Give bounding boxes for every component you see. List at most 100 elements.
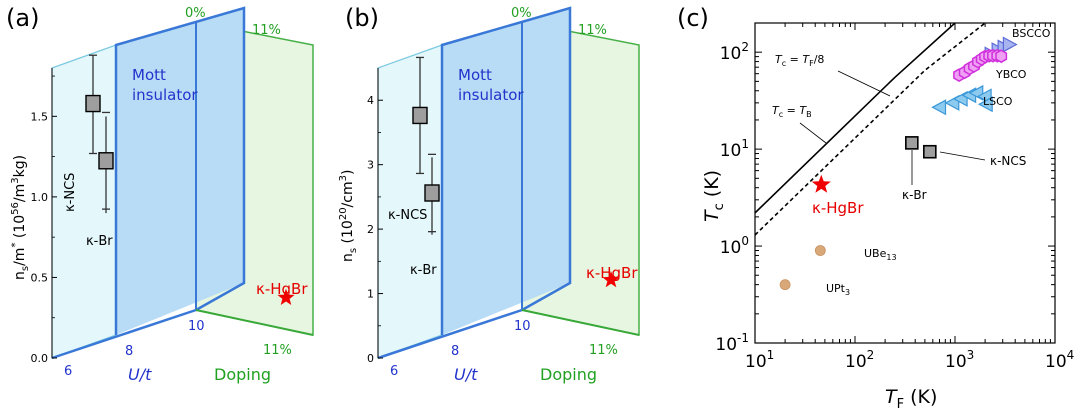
point-hgbr (811, 174, 831, 193)
mott-outline (440, 6, 572, 335)
y-tick-label: 1.0 (31, 191, 49, 204)
lsco-label: LSCO (983, 95, 1013, 108)
ut-tick-6: 6 (390, 364, 398, 379)
y-axis-label: ns (1020/cm3) (338, 170, 359, 262)
line-tb-pointer (799, 122, 827, 144)
line-tf8-pointer (837, 70, 891, 97)
data-point-ncs (85, 94, 101, 113)
bscco-label: BSCCO (1012, 27, 1051, 40)
doping-bottom-11: 11% (589, 343, 618, 358)
y-tick-label: 101 (720, 137, 749, 161)
y-ticks: 0.0 0.5 1.0 1.5 (31, 75, 57, 365)
point-br (905, 136, 919, 150)
y-tick-label: 0.0 (31, 352, 49, 365)
ncs-label: κ-NCS (388, 208, 427, 223)
x-tick-label: 103 (945, 348, 974, 372)
data-point-ncs (412, 106, 428, 125)
y-tick-label: 3 (367, 159, 374, 172)
point-ncs (923, 144, 937, 159)
point-lsco (977, 96, 993, 113)
axis-ticks: 101 102 103 104 10-1 100 101 102 (715, 22, 1074, 372)
y-tick-label: 0.5 (31, 271, 49, 284)
y-tick-label: 10-1 (715, 331, 749, 355)
upt3-label: UPt3 (826, 282, 850, 297)
doping-top-0: 0% (511, 6, 532, 21)
ut-axis-label: U/t (128, 365, 152, 384)
br-label: κ-Br (86, 234, 113, 249)
mott-plane (116, 8, 244, 335)
ube13-label: UBe13 (864, 247, 897, 262)
ut-tick-6: 6 (64, 364, 72, 379)
mott-plane (442, 8, 570, 335)
y-tick-label: 4 (367, 94, 374, 107)
x-axis-label: TF (K) (885, 386, 937, 412)
data-marks (779, 36, 1018, 291)
doping-axis-label: Doping (214, 365, 271, 384)
ut-tick-10: 10 (188, 319, 205, 334)
data-point-hgbr (277, 288, 295, 305)
point-ybco (995, 49, 1008, 64)
panel-a-label: (a) (6, 4, 39, 32)
ncs-pointer (939, 151, 986, 161)
ncs-label: κ-NCS (990, 154, 1026, 168)
mott-label-1: Mott (458, 66, 492, 84)
x-tick-label: 104 (1045, 348, 1074, 372)
hgbr-label: κ-HgBr (256, 280, 308, 298)
ybco-label: YBCO (995, 68, 1027, 81)
mott-label-2: insulator (458, 86, 524, 104)
x-tick-label: 102 (845, 348, 874, 372)
doping-axis-label: Doping (540, 365, 597, 384)
doping-axis-line (195, 309, 314, 336)
data-point-br (424, 184, 440, 202)
doping-top-11: 11% (252, 23, 281, 38)
panel-c-label: (c) (677, 4, 709, 32)
doping-top-11: 11% (578, 23, 607, 38)
x-tick-label: 101 (745, 348, 774, 372)
panel-c: (c) 101 102 103 104 10-1 100 101 102 TF (K) Tc … (677, 4, 1074, 412)
y-tick-label: 100 (720, 234, 749, 258)
hgbr-label: κ-HgBr (586, 264, 638, 282)
y-axis-label: ns/m* (1056/m3kg) (10, 155, 31, 280)
line-tb-label: Tc = TB (772, 104, 812, 119)
y-tick-label: 0 (367, 352, 374, 365)
data-marks (412, 56, 620, 288)
line-tf8-label: Tc = TF/8 (775, 53, 824, 68)
panel-a: (a) 0.0 0.5 1.0 1.5 ns/m* (1056/m3kg) 6 8 1… (6, 4, 314, 384)
y-tick-label: 2 (367, 223, 374, 236)
mott-outline (114, 6, 246, 335)
point-upt3 (779, 279, 791, 291)
point-ube13 (814, 245, 826, 256)
doping-axis-line (521, 309, 640, 336)
y-tick-label: 1.5 (31, 110, 49, 123)
doping-top-0: 0% (185, 6, 206, 21)
point-lsco (931, 99, 947, 116)
data-point-br (98, 152, 114, 170)
ut-tick-10: 10 (514, 319, 531, 334)
ut-tick-8: 8 (451, 344, 459, 359)
ncs-label: κ-NCS (63, 173, 78, 212)
data-point-hgbr (602, 271, 620, 288)
reference-lines (755, 23, 986, 236)
doping-bottom-11: 11% (263, 343, 292, 358)
br-label: κ-Br (410, 263, 437, 278)
plot-frame (754, 22, 1056, 344)
ut-axis-line (377, 308, 523, 360)
data-marks (85, 54, 295, 305)
mott-label-2: insulator (132, 86, 198, 104)
line-tb (755, 23, 986, 236)
y-axis-label: Tc (K) (701, 170, 727, 222)
hgbr-label: κ-HgBr (812, 199, 864, 217)
mott-label-1: Mott (132, 66, 166, 84)
ut-tick-8: 8 (125, 344, 133, 359)
point-bscco (1002, 36, 1018, 53)
panel-b-label: (b) (345, 4, 379, 32)
y-tick-label: 1 (367, 288, 374, 301)
ut-axis-label: U/t (454, 365, 478, 384)
y-ticks: 0 1 2 3 4 (367, 94, 383, 365)
ut-axis-line (51, 308, 197, 360)
y-tick-label: 102 (720, 40, 749, 64)
br-label: κ-Br (902, 188, 927, 202)
line-tf8 (755, 23, 956, 214)
